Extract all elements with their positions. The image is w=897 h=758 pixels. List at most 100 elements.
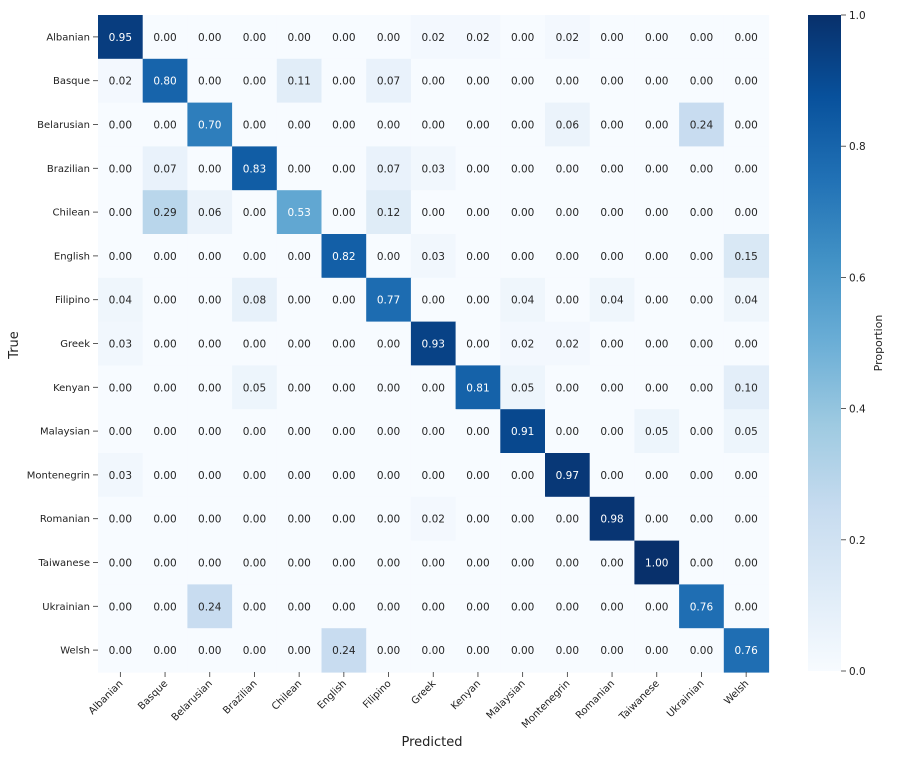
heatmap-cell (232, 584, 278, 629)
cell-value-label: 0.00 (466, 120, 489, 132)
cell-value-label: 0.00 (466, 76, 489, 88)
heatmap-cell (500, 146, 546, 191)
heatmap-cell (723, 584, 770, 629)
heatmap-cell (366, 628, 412, 673)
cell-value-label: 0.03 (109, 470, 132, 482)
heatmap-cell (723, 628, 770, 673)
heatmap-cell (321, 190, 367, 235)
cell-value-label: 0.00 (287, 120, 310, 132)
cell-value-label: 0.00 (600, 558, 623, 570)
cell-value-label: 0.00 (243, 32, 266, 44)
cell-value-label: 0.83 (243, 163, 266, 175)
heatmap-cell (276, 58, 323, 104)
cell-value-label: 0.02 (511, 339, 534, 351)
cell-value-label: 0.00 (600, 251, 623, 263)
y-tick-label: Taiwanese (37, 558, 90, 569)
cell-value-label: 0.00 (690, 163, 713, 175)
heatmap-cell (142, 453, 188, 498)
heatmap-cell (679, 277, 725, 323)
cell-value-label: 0.00 (600, 120, 623, 132)
cell-value-label: 0.00 (243, 339, 266, 351)
cell-value-label: 0.00 (153, 514, 176, 526)
cell-value-label: 0.00 (287, 251, 310, 263)
heatmap-cell (679, 365, 725, 410)
heatmap-cell (500, 58, 546, 104)
heatmap-cell (589, 58, 635, 104)
heatmap-cell (545, 277, 591, 323)
heatmap-cell (276, 234, 323, 279)
cell-value-label: 0.00 (556, 514, 579, 526)
heatmap-cell (545, 58, 591, 104)
heatmap-cell (723, 234, 770, 279)
heatmap-cell (276, 584, 323, 629)
heatmap-cell-labels: 0.95 0.00 0.00 0.00 0.00 0.00 0.00 0.02 0.02 0.00… (109, 32, 758, 657)
heatmap-cell (723, 540, 770, 585)
cell-value-label: 0.00 (600, 207, 623, 219)
heatmap-cell (723, 102, 770, 147)
heatmap-cell (410, 409, 457, 454)
cell-value-label: 0.00 (153, 426, 176, 438)
cell-value-label: 0.00 (109, 558, 132, 570)
heatmap-cell (500, 628, 546, 673)
y-tick-label: Basque (53, 76, 90, 87)
cell-value-label: 0.00 (556, 251, 579, 263)
heatmap-cell (723, 496, 770, 542)
cell-value-label: 0.00 (153, 295, 176, 307)
heatmap-cell (366, 277, 412, 323)
heatmap-cell (410, 146, 457, 191)
cell-value-label: 0.97 (556, 470, 579, 482)
heatmap-cell (142, 409, 188, 454)
heatmap-cell (276, 15, 323, 60)
cell-value-label: 0.00 (466, 163, 489, 175)
heatmap-cell (187, 321, 233, 366)
heatmap-cell (410, 540, 457, 585)
heatmap-cell (410, 15, 457, 60)
cell-value-label: 0.00 (287, 426, 310, 438)
cell-value-label: 0.00 (556, 163, 579, 175)
cell-value-label: 0.00 (690, 32, 713, 44)
heatmap-cell (276, 628, 323, 673)
heatmap-cell (545, 321, 591, 366)
heatmap-cell (723, 58, 770, 104)
heatmap-cell (98, 628, 144, 673)
heatmap-cell (366, 409, 412, 454)
cell-value-label: 0.00 (332, 382, 355, 394)
heatmap-cell (679, 58, 725, 104)
heatmap-cell (366, 365, 412, 410)
heatmap-cell (455, 102, 501, 147)
heatmap-cell (187, 234, 233, 279)
heatmap-cell (589, 409, 635, 454)
x-tick-label: Welsh (722, 678, 751, 707)
heatmap-cell (723, 277, 770, 323)
cell-value-label: 0.00 (198, 382, 221, 394)
cell-value-label: 0.00 (198, 76, 221, 88)
heatmap-cell (142, 496, 188, 542)
cell-value-label: 0.00 (153, 120, 176, 132)
heatmap-cell (232, 365, 278, 410)
heatmap-cell (410, 496, 457, 542)
cell-value-label: 0.00 (422, 120, 445, 132)
cell-value-label: 0.11 (287, 76, 310, 88)
cell-value-label: 0.93 (422, 339, 445, 351)
cell-value-label: 0.00 (690, 426, 713, 438)
heatmap-cell (545, 584, 591, 629)
heatmap-cell (589, 190, 635, 235)
heatmap-cell (187, 102, 233, 147)
cell-value-label: 0.00 (466, 470, 489, 482)
cell-value-label: 0.00 (466, 295, 489, 307)
colorbar (808, 15, 841, 671)
y-tick-label: Kenyan (53, 383, 90, 394)
cell-value-label: 0.00 (287, 163, 310, 175)
cell-value-label: 0.00 (243, 426, 266, 438)
heatmap-cell (232, 234, 278, 279)
heatmap-cell (366, 540, 412, 585)
cell-value-label: 0.00 (600, 426, 623, 438)
cell-value-label: 0.00 (332, 601, 355, 613)
cell-value-label: 0.02 (556, 32, 579, 44)
heatmap-cell (98, 277, 144, 323)
heatmap-cell (187, 540, 233, 585)
cell-value-label: 0.00 (690, 207, 713, 219)
cell-value-label: 0.00 (153, 251, 176, 263)
cell-value-label: 0.00 (556, 382, 579, 394)
heatmap-cell (545, 15, 591, 60)
